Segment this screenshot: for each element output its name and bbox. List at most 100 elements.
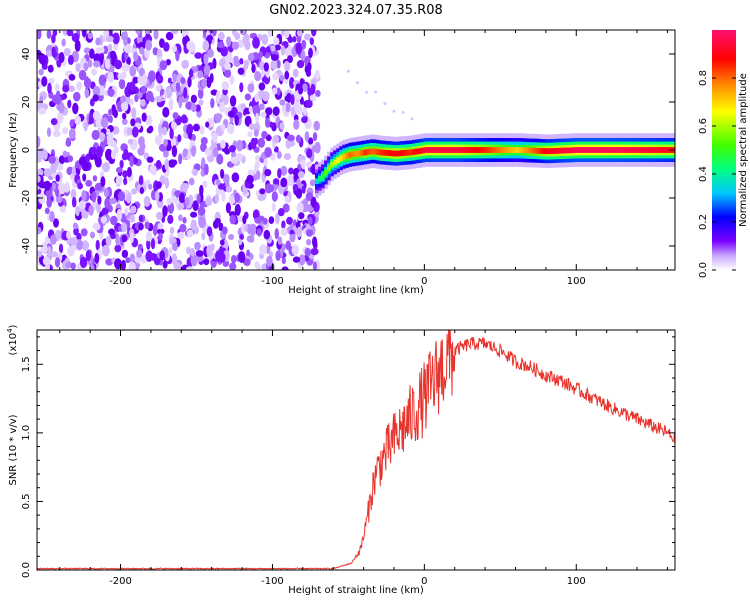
spectrogram-cell: [42, 149, 48, 160]
spectrogram-cell: [257, 137, 266, 148]
spectrogram-cell: [234, 203, 241, 216]
spectrogram-cell: [58, 101, 65, 114]
spectrogram-cell: [63, 47, 71, 57]
spectrogram-cell: [270, 45, 276, 52]
spectrogram-ridge-cell: [400, 150, 404, 156]
spectrogram-cell: [303, 33, 312, 41]
spectrogram-cell: [165, 31, 174, 41]
spectrogram-cell: [128, 214, 136, 223]
spectrogram-ridge-cell: [573, 147, 577, 153]
spectrogram-cell: [37, 168, 44, 177]
spectrogram-ridge-cell: [345, 152, 349, 159]
spectrogram-cell: [239, 233, 245, 241]
spectrogram-cell: [305, 229, 313, 237]
spectrogram-ridge-cell: [603, 147, 608, 153]
spectrogram-cell: [61, 38, 66, 47]
spectrogram-ridge-cell: [457, 147, 462, 153]
spectrogram-cell: [38, 68, 44, 76]
spectrogram-cell: [231, 30, 237, 37]
spectrogram-cell: [239, 58, 244, 65]
spectrogram-cell: [279, 99, 286, 106]
spectrogram-cell: [256, 228, 262, 237]
spectrogram-cell: [205, 121, 210, 128]
spectrogram-cell: [37, 30, 42, 40]
spectrogram-ridge-cell: [406, 149, 410, 156]
spectrogram-cell: [155, 181, 162, 189]
spectrogram-cell: [70, 237, 78, 246]
spectrogram-cell: [81, 240, 90, 251]
spectrogram-cell: [38, 80, 43, 89]
spectrogram-heatmap: [37, 30, 675, 270]
spectrogram-ridge-cell: [627, 147, 632, 153]
spectrogram-cell: [120, 95, 127, 103]
spectrogram-ylabel: Frequency (Hz): [8, 112, 19, 188]
spectrogram-cell: [199, 202, 204, 214]
spectrogram-cell: [94, 156, 102, 168]
spectrogram-cell: [197, 70, 204, 79]
spectrogram-cell: [171, 121, 178, 130]
spectrogram-cell: [99, 132, 105, 142]
spectrogram-cell: [133, 51, 139, 62]
spectrogram-cell: [85, 250, 92, 262]
spectrogram-cell: [139, 142, 146, 151]
spectrogram-cell: [102, 162, 110, 173]
spectrogram-cell: [44, 207, 50, 215]
spectrogram-cell: [120, 259, 126, 270]
spectrogram-cell: [253, 128, 259, 137]
spectrogram-ridge-cell: [439, 147, 444, 153]
spectrogram-cell: [37, 150, 43, 161]
spectrogram-ridge-cell: [594, 147, 599, 153]
spectrogram-cell: [280, 45, 286, 56]
spectrogram-cell: [214, 113, 223, 120]
y-tick-label: -20: [21, 190, 32, 206]
spectrogram-cell: [212, 147, 219, 158]
spectrogram-cell: [89, 264, 95, 270]
spectrogram-cell: [315, 90, 321, 97]
spectrogram-cell: [242, 33, 250, 46]
spectrogram-cell: [88, 112, 93, 125]
spectrogram-ridge-cell: [476, 147, 480, 153]
spectrogram-cell: [292, 219, 297, 227]
spectrogram-cell: [129, 155, 134, 167]
spectrogram-cell: [148, 125, 154, 133]
spectrogram-cell: [89, 146, 97, 155]
spectrogram-cell: [64, 181, 70, 193]
spectrogram-cell: [270, 60, 278, 70]
spectrogram-cell: [280, 177, 288, 188]
spectrogram-ridge-cell: [643, 147, 647, 153]
spectrogram-cell: [268, 216, 275, 225]
spectrogram-ridge-cell: [548, 148, 553, 154]
spectrogram-cell: [264, 169, 272, 177]
spectrogram-cell: [190, 211, 198, 218]
spectrogram-cell: [295, 134, 302, 143]
spectrogram-cell: [214, 193, 219, 204]
spectrogram-cell: [129, 81, 136, 92]
spectrogram-cell: [220, 168, 225, 179]
spectrogram-ridge-cell: [421, 147, 425, 154]
spectrogram-cell: [85, 179, 93, 187]
spectrogram-cell: [293, 119, 300, 130]
spectrogram-cell: [98, 74, 106, 86]
spectrogram-cell: [182, 217, 187, 224]
y-tick-label: 20: [21, 96, 32, 109]
spectrogram-cell: [202, 40, 210, 52]
spectrogram-cell: [122, 170, 128, 178]
spectrogram-ridge-cell: [579, 147, 583, 153]
x-tick-label: -200: [109, 276, 132, 287]
spectrogram-cell: [210, 98, 215, 109]
spectrogram-cell: [55, 188, 60, 198]
y-tick-label: 1.5: [21, 356, 32, 372]
spectrogram-cell: [126, 192, 132, 204]
spectrogram-cell: [235, 152, 243, 162]
spectrogram-xlabel: Height of straight line (km): [288, 285, 424, 296]
spectrogram-cell: [37, 175, 41, 183]
spectrogram-ridge-cell: [515, 147, 520, 153]
spectrogram-cell: [79, 200, 86, 210]
spectrogram-cell: [163, 42, 170, 52]
spectrogram-ridge-cell: [436, 147, 441, 153]
spectrogram-cell: [190, 219, 197, 231]
spectrogram-cell: [190, 254, 198, 267]
spectrogram-cell: [149, 96, 155, 103]
spectrogram-cell: [217, 41, 225, 49]
